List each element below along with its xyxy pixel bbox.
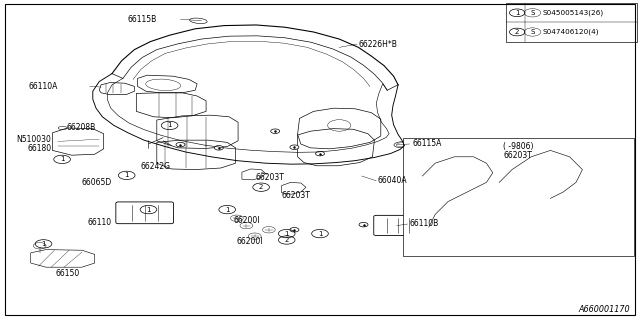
Text: 1: 1 <box>124 172 129 178</box>
Text: 66242G: 66242G <box>141 162 171 171</box>
Text: 66226H*B: 66226H*B <box>358 40 397 49</box>
Text: 66115B: 66115B <box>127 15 157 24</box>
Text: 1: 1 <box>284 231 289 236</box>
Text: 66110A: 66110A <box>28 82 58 91</box>
Text: 66150: 66150 <box>55 269 79 278</box>
Circle shape <box>271 129 280 133</box>
Text: 1: 1 <box>317 231 323 236</box>
Text: A660001170: A660001170 <box>579 305 630 314</box>
Text: N510030: N510030 <box>17 135 51 144</box>
Text: 66203T: 66203T <box>282 191 310 200</box>
Text: S: S <box>531 10 534 16</box>
Circle shape <box>359 222 368 227</box>
Text: 1: 1 <box>167 123 172 128</box>
FancyBboxPatch shape <box>403 138 634 256</box>
Text: 66040A: 66040A <box>378 176 407 185</box>
Circle shape <box>290 145 299 149</box>
Text: 66065D: 66065D <box>82 178 112 187</box>
Text: 66110: 66110 <box>88 218 112 227</box>
Text: 66115A: 66115A <box>413 140 442 148</box>
Circle shape <box>176 142 185 147</box>
Circle shape <box>214 146 223 150</box>
Text: 1: 1 <box>60 156 65 162</box>
Text: 2: 2 <box>259 184 263 190</box>
Text: 66180: 66180 <box>27 144 51 153</box>
Text: 2: 2 <box>515 29 519 35</box>
Text: S047406120(4): S047406120(4) <box>543 29 599 35</box>
Text: 1: 1 <box>515 10 520 16</box>
Text: 66200I: 66200I <box>234 216 260 225</box>
Text: 2: 2 <box>285 237 289 243</box>
Text: 1: 1 <box>41 241 46 247</box>
Text: 66208B: 66208B <box>67 124 96 132</box>
Circle shape <box>290 228 299 232</box>
Text: S: S <box>531 29 534 35</box>
Text: ( -9806): ( -9806) <box>503 142 534 151</box>
Text: S045005143(26): S045005143(26) <box>543 10 604 16</box>
Text: 66203T: 66203T <box>504 151 533 160</box>
Text: 66200I: 66200I <box>237 237 263 246</box>
Text: 1: 1 <box>146 207 151 212</box>
Text: 1: 1 <box>225 207 230 212</box>
Text: 66110B: 66110B <box>410 220 439 228</box>
Circle shape <box>316 151 324 156</box>
Text: 66203T: 66203T <box>256 173 285 182</box>
